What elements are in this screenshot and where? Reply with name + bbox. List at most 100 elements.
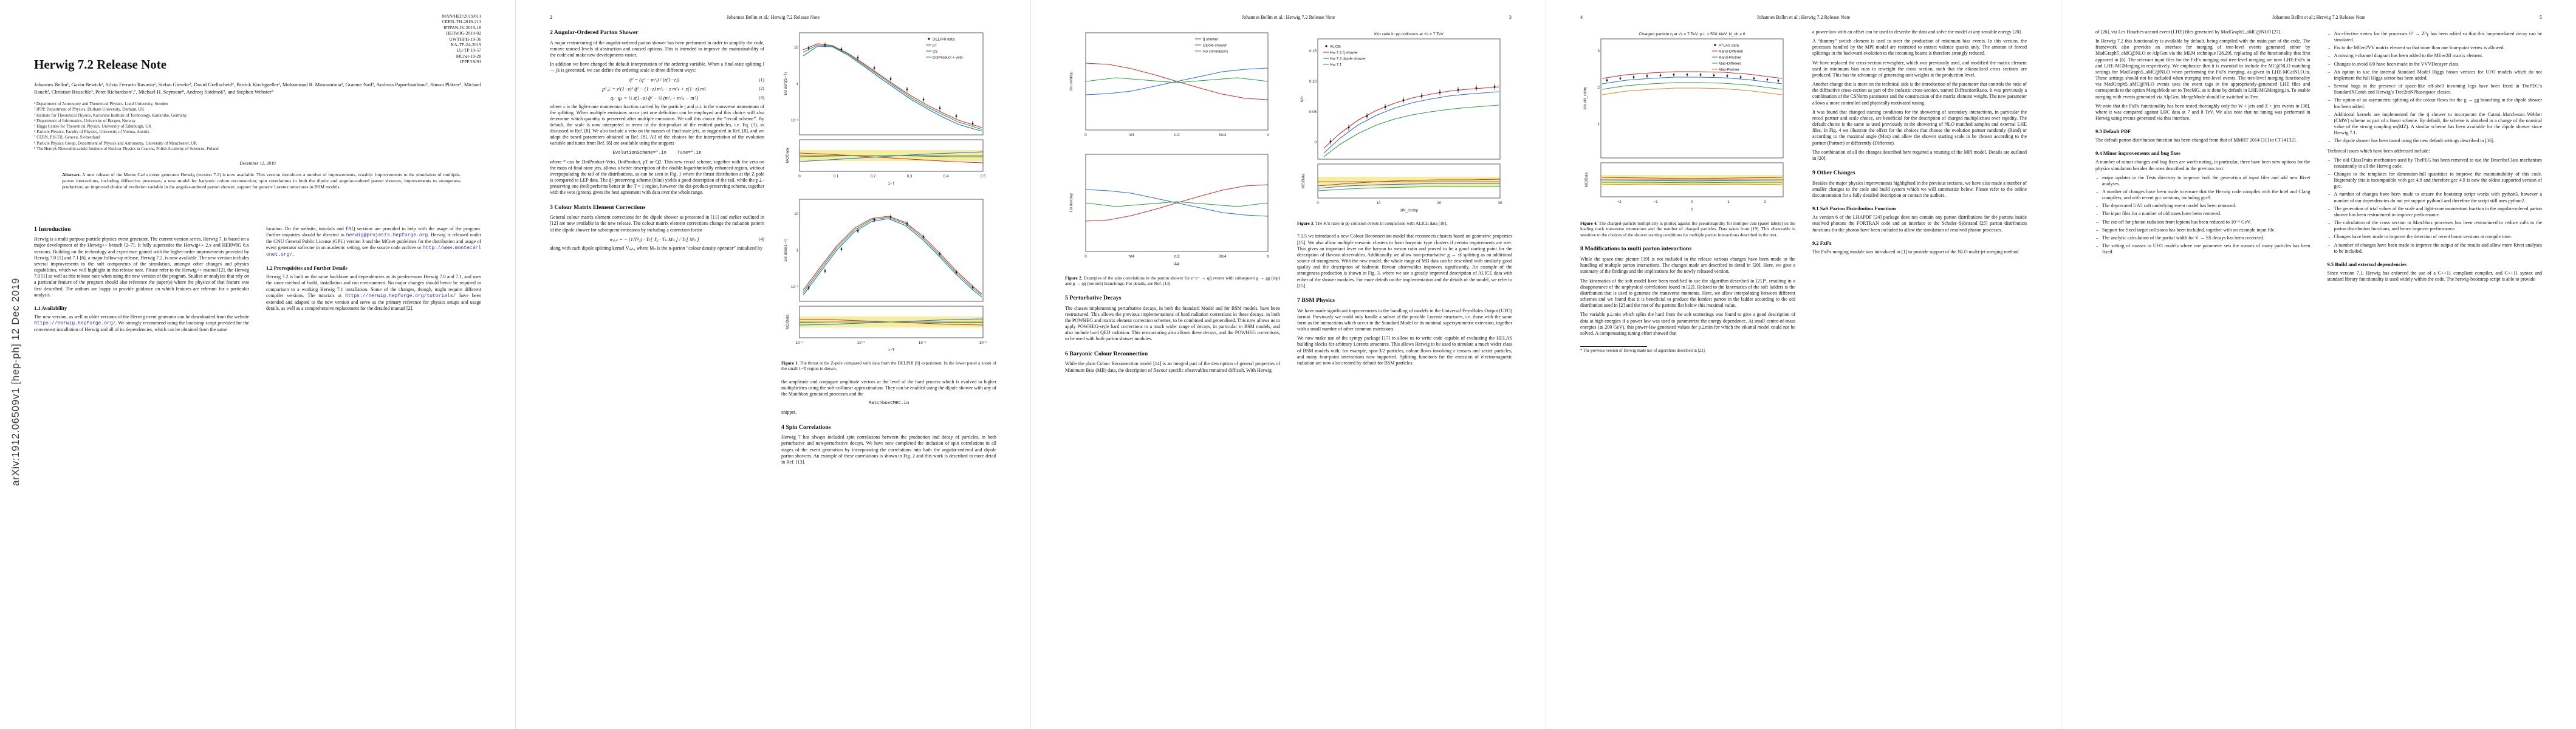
- herwig-email-link[interactable]: herwig@projects.hepforge.org: [346, 232, 428, 238]
- paragraph: While the space-time picture [19] is not…: [1580, 256, 1795, 275]
- x-tick-label: 2: [1764, 200, 1766, 204]
- code-snippet: EvolutionScheme=*.in Tune=*.in: [612, 150, 702, 156]
- page-header: Johannes Bellm et al.: Herwig 7.2 Releas…: [1065, 15, 1512, 22]
- x-tick-label: 0: [1691, 200, 1693, 204]
- legend-label: ALICE: [1330, 45, 1341, 49]
- bullet-item: The deprecated UA5 soft underlying event…: [2096, 203, 2311, 209]
- legend-label: DELPHI data: [933, 38, 955, 42]
- equation-text: p²⊥ = z²(1−z)² q̃² − (1−z) m²ⱼ − z m²ₖ +…: [602, 86, 707, 92]
- data-points: [807, 43, 974, 126]
- y-tick-label: 3: [1598, 49, 1600, 53]
- x-tick-label: 10⁻³: [857, 341, 865, 345]
- figure-3-caption: Figure 3. The K/π ratio in pp collision …: [1297, 221, 1512, 226]
- page5-left-column: of [26], via Les Houches-accord event (L…: [2095, 29, 2311, 286]
- y-tick-label: 0.05: [1309, 110, 1317, 114]
- paragraph: the amplitude and conjugate amplitude ve…: [781, 378, 996, 397]
- paragraph-text: location. On the website, tutorials and …: [266, 225, 481, 238]
- x-tick-label: 1: [1727, 200, 1730, 204]
- fig2-legend: q̃ shower Dipole shower No correlations: [1195, 38, 1228, 54]
- section-heading: 6 Baryonic Colour Reconnection: [1065, 350, 1148, 357]
- mcnet-link[interactable]: http://www.montecarlonet.org/: [266, 245, 481, 258]
- y-tick-label: 10: [794, 46, 798, 50]
- paragraph: We have made significant improvements to…: [1297, 307, 1512, 332]
- bullet-item: The option of an asymmetric splitting of…: [2328, 97, 2542, 109]
- y-tick-label: 2: [1598, 86, 1600, 90]
- x-tick-label: π/4: [1128, 133, 1134, 137]
- subsection-heading: 1.2 Prerequisites and Further Details: [266, 265, 348, 272]
- page-5: Johannes Bellm et al.: Herwig 7.2 Releas…: [2061, 0, 2576, 729]
- section-heading: 8 Modifications to multi parton interact…: [1580, 245, 1692, 253]
- paragraph: We have replaced the cross-section rewei…: [1812, 60, 2027, 78]
- affiliation: ² IPPP, Department of Physics, Durham Un…: [34, 107, 145, 112]
- legend-label: Hw 7.1: [1330, 63, 1342, 67]
- paragraph-text: Herwig 7.2 is built on the same backbone…: [266, 274, 481, 298]
- figure-caption-label: Figure 1.: [781, 360, 799, 366]
- report-number: MCnet-19-28: [456, 53, 481, 59]
- data-points: [1329, 84, 1496, 145]
- bullet-item: Changes have been made to improve the de…: [2328, 234, 2543, 240]
- equation-number: (4): [758, 236, 764, 242]
- paragraph-text: have been extended and adapted to the ne…: [266, 292, 481, 312]
- x-axis-label: 1−T: [888, 348, 895, 352]
- bullet-item: The input files for a number of old tune…: [2096, 211, 2311, 217]
- paragraph: The FxFx merging module was introduced i…: [1812, 248, 2019, 255]
- figure-caption-label: Figure 2.: [1065, 275, 1083, 281]
- x-tick-label: π: [1267, 133, 1269, 137]
- report-number: CERN-TH-2019-213: [442, 19, 481, 25]
- tutorials-link[interactable]: https://herwig.hepforge.org/tutorials/: [344, 293, 456, 299]
- report-number: LU-TP 19-57: [456, 47, 481, 53]
- paragraph: 7.1.5 we introduced a new Colour Reconne…: [1297, 233, 1512, 289]
- figure-caption-text: Examples of the spin correlations in the…: [1065, 275, 1280, 287]
- x-tick-label: −1: [1653, 200, 1658, 204]
- paragraph: As version 6 of the LHAPDF [24] package …: [1812, 214, 2027, 233]
- section-heading: 2 Angular-Ordered Parton Shower: [550, 29, 639, 36]
- herwig-website-link[interactable]: https://herwig.hepforge.org/: [34, 321, 116, 327]
- bullet-list: An effective vertex for the processes h⁰…: [2328, 31, 2543, 145]
- figure-4-caption: Figure 4. The charged-particle multiplic…: [1580, 221, 1795, 238]
- paragraph: In Herwig 7.2 this functionality is avai…: [2095, 38, 2311, 100]
- paragraph: along with each dipole splitting kernel …: [550, 245, 762, 251]
- figure-1-caption: Figure 1. The thrust at the Z-pole compa…: [781, 360, 996, 372]
- section-heading: 1 Introduction: [34, 225, 71, 233]
- equation-1: q̃² = (q² − m²ᵢ) / (z(1−z)) (1): [550, 77, 764, 83]
- report-number: MAN/HEP/2019/011: [442, 13, 481, 19]
- x-tick-label: π/2: [1174, 133, 1180, 137]
- subsection-heading: 9.2 FxFx: [1812, 239, 1832, 246]
- abstract-label: Abstract.: [62, 172, 81, 178]
- bullet-item: Additional kernels are implemented for t…: [2328, 112, 2542, 137]
- x-tick-label: 0: [1317, 201, 1319, 205]
- x-axis-label: ⟨dN_ch/dη⟩: [1399, 208, 1418, 213]
- subsection-heading: 9.1 SaS Parton Distribution Functions: [1812, 205, 1897, 212]
- paragraph: location. On the website, tutorials and …: [266, 226, 481, 259]
- y-tick-label: 0.15: [1309, 49, 1317, 53]
- equation-text: qⱼ · qₖ = ½ z(1−z) q̃² − ½ (m²ⱼ + m²ₖ − …: [610, 95, 699, 101]
- legend-label: Max-Different: [1719, 62, 1741, 66]
- paragraph: We now make use of the sympy package [17…: [1297, 335, 1512, 366]
- affiliation: ¹ Department of Astronomy and Theoretica…: [34, 101, 168, 107]
- page-number: 5: [2540, 15, 2542, 20]
- legend-label: DotProduct + veto: [933, 56, 963, 60]
- y-tick-label: 0.10: [1309, 80, 1317, 84]
- figure-caption-text: The K/π ratio in pp collision events in …: [1314, 221, 1447, 226]
- paragraph: Herwig 7.2 is built on the same backbone…: [266, 274, 481, 312]
- fig3-main-panel: 0.15 0.10 0.05 0 K/π: [1300, 38, 1501, 160]
- x-tick-label: 3π/4: [1219, 133, 1227, 137]
- figure-4-plot: Charged particle η at √s = 7 TeV, p⊥ > 5…: [1583, 32, 1784, 211]
- fig3-ratio-panel: MC/Data 0 10 20 30 ⟨dN_ch/dη⟩: [1301, 163, 1502, 213]
- page1-left-column: 1 Introduction Herwig is a multi purpose…: [34, 226, 249, 337]
- ratio-axis-label: MC/Data: [1584, 172, 1589, 187]
- data-points: [807, 214, 974, 290]
- section-heading: 5 Perturbative Decays: [1065, 294, 1122, 301]
- page2-left-column: 2 Angular-Ordered Parton Shower A major …: [550, 29, 764, 468]
- paragraph-text: .: [292, 252, 294, 258]
- paragraph-text: . Herwig is released under the GNU Gener…: [266, 231, 481, 251]
- bullet-item: Changes to avoid 0/0 have been made in t…: [2328, 61, 2543, 67]
- running-title: Johannes Bellm et al.: Herwig 7.2 Releas…: [726, 15, 820, 20]
- paragraph: In addition we have changed the default …: [550, 61, 764, 74]
- bullet-item: The generation of trial values of the sc…: [2328, 206, 2542, 218]
- subsection-heading: 9.5 Build and external dependencies: [2327, 261, 2407, 267]
- date-line: December 12, 2019: [239, 160, 276, 166]
- bullet-item: The setting of masses in UFO models wher…: [2096, 243, 2310, 255]
- legend-label: Max-Partner: [1719, 68, 1739, 72]
- y-tick-label: 10⁻¹: [791, 285, 798, 289]
